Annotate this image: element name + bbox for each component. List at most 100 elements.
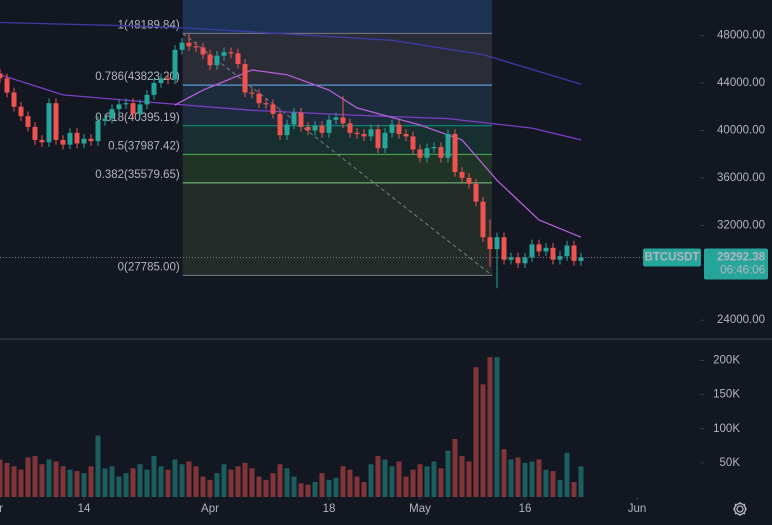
candle-body bbox=[354, 132, 360, 135]
volume-pane bbox=[0, 357, 584, 497]
volume-tick-label: 50K bbox=[720, 457, 741, 469]
candle-body bbox=[508, 257, 514, 260]
volume-bar bbox=[158, 466, 164, 497]
volume-bar bbox=[494, 357, 500, 497]
volume-bar bbox=[39, 464, 45, 497]
candle-body bbox=[431, 147, 437, 149]
volume-bar bbox=[284, 468, 290, 497]
candle-body bbox=[151, 83, 157, 95]
fib-zone bbox=[182, 182, 493, 276]
x-tick-label: 18 bbox=[323, 503, 336, 515]
candle-body bbox=[165, 78, 171, 80]
candle-body bbox=[557, 256, 563, 260]
volume-bar bbox=[200, 476, 206, 497]
y-tick-label: 40000.00 bbox=[717, 124, 765, 136]
volume-bar bbox=[375, 456, 381, 497]
volume-bar bbox=[417, 464, 423, 497]
volume-bar bbox=[60, 466, 66, 497]
settings-icon[interactable] bbox=[733, 502, 747, 516]
candle-body bbox=[326, 119, 332, 133]
volume-bar bbox=[18, 469, 24, 497]
volume-bar bbox=[81, 473, 87, 497]
volume-bar bbox=[368, 464, 374, 497]
volume-bar bbox=[487, 357, 493, 497]
y-tick-label: 44000.00 bbox=[717, 77, 765, 89]
volume-bar bbox=[410, 469, 416, 497]
volume-bar bbox=[354, 476, 360, 497]
candle-body bbox=[270, 104, 276, 114]
volume-bar bbox=[557, 479, 563, 497]
volume-bar bbox=[235, 466, 241, 497]
candle-body bbox=[228, 52, 234, 54]
candle-body bbox=[438, 147, 444, 158]
volume-bar bbox=[543, 469, 549, 497]
fib-label: 0.618(40395.19) bbox=[95, 112, 180, 124]
fib-zone bbox=[182, 0, 493, 34]
candle-body bbox=[144, 94, 150, 105]
countdown-label: 06:46:06 bbox=[720, 264, 765, 276]
candle-body bbox=[347, 123, 353, 133]
volume-bar bbox=[0, 459, 3, 497]
volume-bar bbox=[88, 466, 94, 497]
volume-tick-label: 150K bbox=[713, 389, 740, 401]
fib-label: 1(48189.84) bbox=[118, 19, 180, 31]
candle-body bbox=[312, 125, 318, 131]
candle-body bbox=[186, 42, 192, 47]
candle-body bbox=[18, 106, 24, 117]
candle-body bbox=[389, 124, 395, 133]
volume-bar bbox=[564, 452, 570, 497]
candle-body bbox=[480, 201, 486, 238]
volume-bar bbox=[340, 466, 346, 497]
volume-bar bbox=[333, 477, 339, 497]
volume-bar bbox=[95, 435, 101, 497]
volume-bar bbox=[291, 476, 297, 497]
candle-body bbox=[235, 53, 241, 65]
candle-body bbox=[452, 134, 458, 172]
candle-body bbox=[277, 113, 283, 136]
symbol-label: BTCUSDT bbox=[645, 251, 700, 263]
volume-bar bbox=[228, 469, 234, 497]
volume-bar bbox=[403, 476, 409, 497]
volume-bar bbox=[179, 464, 185, 497]
candle-body bbox=[123, 103, 129, 105]
volume-bar bbox=[529, 461, 535, 497]
candle-body bbox=[102, 118, 108, 121]
candle-body bbox=[46, 103, 52, 143]
candle-body bbox=[291, 112, 297, 125]
volume-bar bbox=[508, 459, 514, 497]
volume-bar bbox=[144, 469, 150, 497]
candle-body bbox=[67, 132, 73, 145]
volume-bar bbox=[123, 473, 129, 497]
candle-body bbox=[116, 104, 122, 110]
fib-label: 0(27785.00) bbox=[118, 261, 180, 273]
candle-body bbox=[172, 49, 178, 80]
candle-body bbox=[571, 245, 577, 261]
candle-body bbox=[522, 257, 528, 264]
candle-body bbox=[333, 117, 339, 120]
fib-trend-line bbox=[182, 32, 493, 276]
volume-bar bbox=[396, 461, 402, 497]
volume-bar bbox=[382, 459, 388, 497]
candle-body bbox=[375, 129, 381, 149]
candle-body bbox=[473, 183, 479, 202]
volume-bar bbox=[11, 466, 17, 497]
candle-body bbox=[130, 103, 136, 114]
volume-bar bbox=[249, 468, 255, 497]
volume-bar bbox=[74, 471, 80, 497]
volume-bar bbox=[466, 461, 472, 497]
volume-tick-label: 100K bbox=[713, 423, 740, 435]
volume-bar bbox=[109, 466, 115, 497]
x-tick-label: Mar bbox=[0, 503, 3, 515]
volume-bar bbox=[515, 457, 521, 497]
candle-body bbox=[179, 42, 185, 50]
candle-body bbox=[60, 139, 66, 145]
candle-body bbox=[536, 244, 542, 252]
volume-bar bbox=[25, 457, 31, 497]
volume-bar bbox=[46, 459, 52, 497]
volume-bar bbox=[172, 459, 178, 497]
volume-bar bbox=[193, 466, 199, 497]
candle-body bbox=[298, 112, 304, 127]
fib-zone bbox=[182, 154, 493, 183]
